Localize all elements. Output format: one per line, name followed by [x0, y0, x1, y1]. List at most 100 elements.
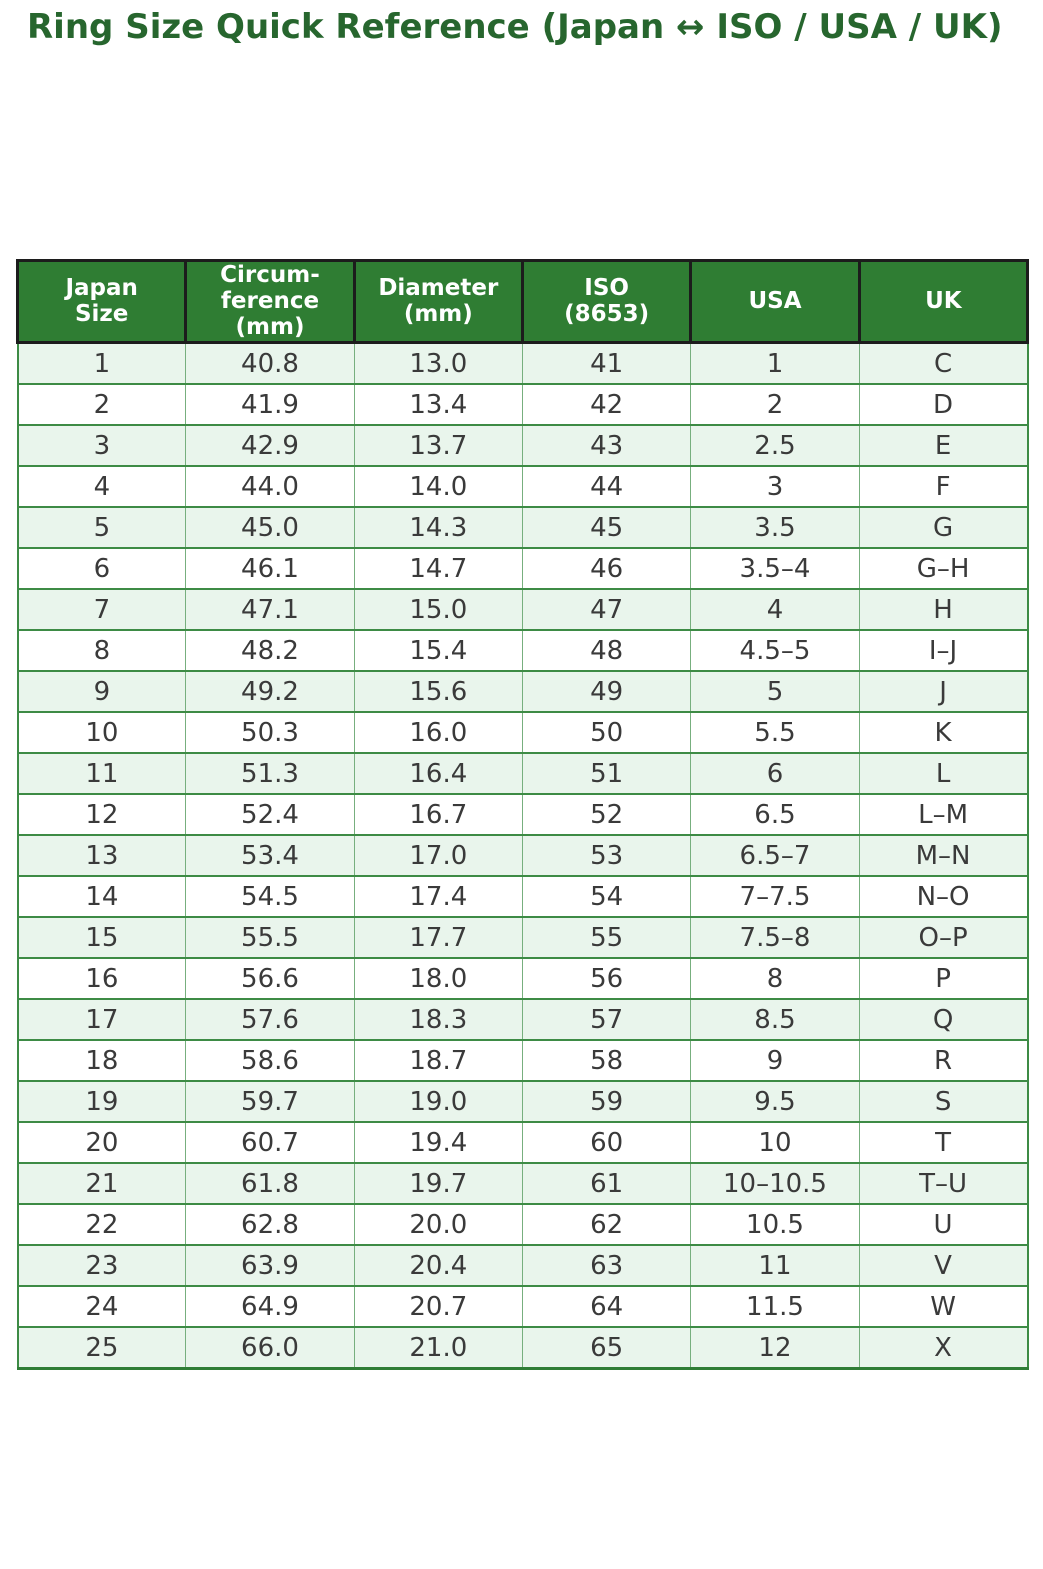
table-row: 3 42.9 13.7 43 2.5 E [16, 424, 1029, 468]
table-cell: 60.7 [185, 1121, 355, 1165]
table-cell: 24 [16, 1285, 187, 1329]
table-cell: 21.0 [353, 1326, 523, 1370]
table-row: 11 51.3 16.4 51 6 L [16, 752, 1029, 796]
table-cell: 13.4 [353, 383, 523, 427]
table-cell: 41.9 [185, 383, 355, 427]
table-cell: 6.5–7 [690, 834, 860, 878]
table-cell: 4 [16, 465, 187, 509]
table-cell: 20.4 [353, 1244, 523, 1288]
table-cell: M–N [858, 834, 1029, 878]
table-row: 24 64.9 20.7 64 11.5 W [16, 1285, 1029, 1329]
table-cell: 63.9 [185, 1244, 355, 1288]
table-cell: 65 [521, 1326, 692, 1370]
column-header: ISO (8653) [520, 258, 693, 345]
table-cell: O–P [858, 916, 1029, 960]
table-cell: 61 [521, 1162, 692, 1206]
table-cell: R [858, 1039, 1029, 1083]
table-cell: 11 [16, 752, 187, 796]
table-cell: 49.2 [185, 670, 355, 714]
table-cell: W [858, 1285, 1029, 1329]
table-cell: 16.4 [353, 752, 523, 796]
table-cell: 4 [690, 588, 860, 632]
table-cell: 10–10.5 [690, 1162, 860, 1206]
table-cell: 50.3 [185, 711, 355, 755]
table-cell: 42 [521, 383, 692, 427]
table-cell: L–M [858, 793, 1029, 837]
table-cell: 1 [690, 341, 860, 386]
table-cell: C [858, 341, 1029, 386]
table-cell: 18 [16, 1039, 187, 1083]
table-row: 1 40.8 13.0 41 1 C [16, 341, 1029, 386]
table-cell: 8 [16, 629, 187, 673]
table-cell: 15.4 [353, 629, 523, 673]
table-header: Japan Size Circum- ference (mm) Diameter (… [15, 258, 1030, 345]
table-row: 14 54.5 17.4 54 7–7.5 N–O [16, 875, 1029, 919]
table-cell: 7–7.5 [690, 875, 860, 919]
table-cell: 47.1 [185, 588, 355, 632]
table-cell: 14.7 [353, 547, 523, 591]
table-cell: 51 [521, 752, 692, 796]
table-cell: L [858, 752, 1029, 796]
table-cell: Q [858, 998, 1029, 1042]
table-cell: 54 [521, 875, 692, 919]
table-cell: T [858, 1121, 1029, 1165]
table-cell: 58 [521, 1039, 692, 1083]
table-cell: 20.7 [353, 1285, 523, 1329]
table-cell: 52.4 [185, 793, 355, 837]
table-cell: 17.7 [353, 916, 523, 960]
table-cell: 9 [690, 1039, 860, 1083]
table-cell: 16.7 [353, 793, 523, 837]
table-cell: 8 [690, 957, 860, 1001]
table-cell: 62 [521, 1203, 692, 1247]
table-cell: 13.7 [353, 424, 523, 468]
table-cell: 44 [521, 465, 692, 509]
table-cell: 7 [16, 588, 187, 632]
table-cell: 3.5 [690, 506, 860, 550]
table-cell: 8.5 [690, 998, 860, 1042]
table-cell: 18.7 [353, 1039, 523, 1083]
table-cell: J [858, 670, 1029, 714]
table-cell: 14 [16, 875, 187, 919]
table-cell: 12 [690, 1326, 860, 1370]
table-cell: 11 [690, 1244, 860, 1288]
table-cell: 17.4 [353, 875, 523, 919]
table-cell: 4.5–5 [690, 629, 860, 673]
table-row: 5 45.0 14.3 45 3.5 G [16, 506, 1029, 550]
table-row: 4 44.0 14.0 44 3 F [16, 465, 1029, 509]
column-header: Japan Size [15, 258, 188, 345]
table-cell: 3 [690, 465, 860, 509]
table-cell: 54.5 [185, 875, 355, 919]
column-header: Diameter (mm) [352, 258, 524, 345]
table-cell: 15.0 [353, 588, 523, 632]
table-cell: 64.9 [185, 1285, 355, 1329]
table-cell: 15 [16, 916, 187, 960]
table-cell: 56.6 [185, 957, 355, 1001]
table-cell: 46.1 [185, 547, 355, 591]
table-cell: 20.0 [353, 1203, 523, 1247]
ring-size-table: Japan Size Circum- ference (mm) Diameter (… [15, 258, 1030, 1371]
table-cell: 57 [521, 998, 692, 1042]
table-cell: 19 [16, 1080, 187, 1124]
table-cell: 60 [521, 1121, 692, 1165]
table-cell: 63 [521, 1244, 692, 1288]
table-row: 16 56.6 18.0 56 8 P [16, 957, 1029, 1001]
table-cell: K [858, 711, 1029, 755]
table-cell: 16.0 [353, 711, 523, 755]
table-cell: 6.5 [690, 793, 860, 837]
table-cell: 6 [690, 752, 860, 796]
table-cell: 2 [16, 383, 187, 427]
table-row: 17 57.6 18.3 57 8.5 Q [16, 998, 1029, 1042]
table-row: 10 50.3 16.0 50 5.5 K [16, 711, 1029, 755]
table-row: 22 62.8 20.0 62 10.5 U [16, 1203, 1029, 1247]
table-cell: 2.5 [690, 424, 860, 468]
table-row: 13 53.4 17.0 53 6.5–7 M–N [16, 834, 1029, 878]
table-cell: 5 [16, 506, 187, 550]
table-cell: 55.5 [185, 916, 355, 960]
table-cell: 55 [521, 916, 692, 960]
table-cell: 59.7 [185, 1080, 355, 1124]
table-cell: 20 [16, 1121, 187, 1165]
table-cell: 52 [521, 793, 692, 837]
table-cell: 61.8 [185, 1162, 355, 1206]
table-cell: 17.0 [353, 834, 523, 878]
